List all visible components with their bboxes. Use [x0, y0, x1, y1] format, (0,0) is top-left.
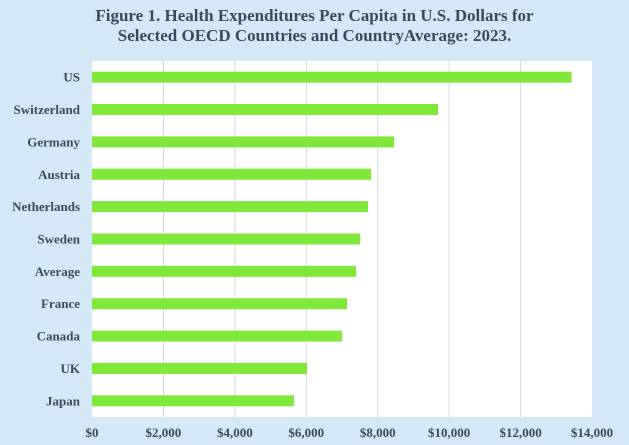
bar-austria: [92, 168, 372, 180]
bar-netherlands: [92, 201, 369, 213]
category-label: UK: [61, 361, 81, 376]
x-tick-label: $12,000: [499, 425, 541, 440]
chart-title-line-1: Figure 1. Health Expenditures Per Capita…: [95, 6, 534, 25]
chart-title: Figure 1. Health Expenditures Per Capita…: [0, 6, 629, 46]
category-labels: US Switzerland Germany Austria Netherlands Sw…: [12, 70, 81, 409]
bar-average: [92, 265, 357, 277]
bar-france: [92, 298, 347, 310]
category-label: Switzerland: [14, 102, 81, 117]
category-label: Sweden: [37, 232, 80, 247]
category-label: France: [41, 296, 80, 311]
bar-uk: [92, 362, 307, 374]
bar-japan: [92, 395, 295, 407]
bars: [92, 71, 572, 407]
x-tick-label: $10,000: [428, 425, 470, 440]
bar-germany: [92, 136, 395, 148]
bar-sweden: [92, 233, 361, 245]
x-tick-label: $4,000: [217, 425, 253, 440]
category-label: Germany: [27, 134, 80, 149]
x-tick-label: $2,000: [146, 425, 182, 440]
x-tick-label: $6,000: [288, 425, 324, 440]
bar-switzerland: [92, 104, 439, 116]
chart-title-line-2: Selected OECD Countries and CountryAvera…: [117, 26, 512, 45]
x-tick-label: $14,000: [571, 425, 613, 440]
category-label: Japan: [46, 393, 81, 408]
category-label: Canada: [37, 329, 81, 344]
category-label: Average: [35, 264, 80, 279]
bar-us: [92, 71, 572, 83]
x-tick-label: $8,000: [360, 425, 396, 440]
category-label: Austria: [38, 167, 80, 182]
x-tick-label: $0: [86, 425, 99, 440]
bar-canada: [92, 330, 342, 342]
category-label: US: [63, 70, 80, 85]
x-axis-tick-labels: $0 $2,000 $4,000 $6,000 $8,000 $10,000 $12,000…: [86, 425, 614, 440]
category-label: Netherlands: [12, 199, 80, 214]
